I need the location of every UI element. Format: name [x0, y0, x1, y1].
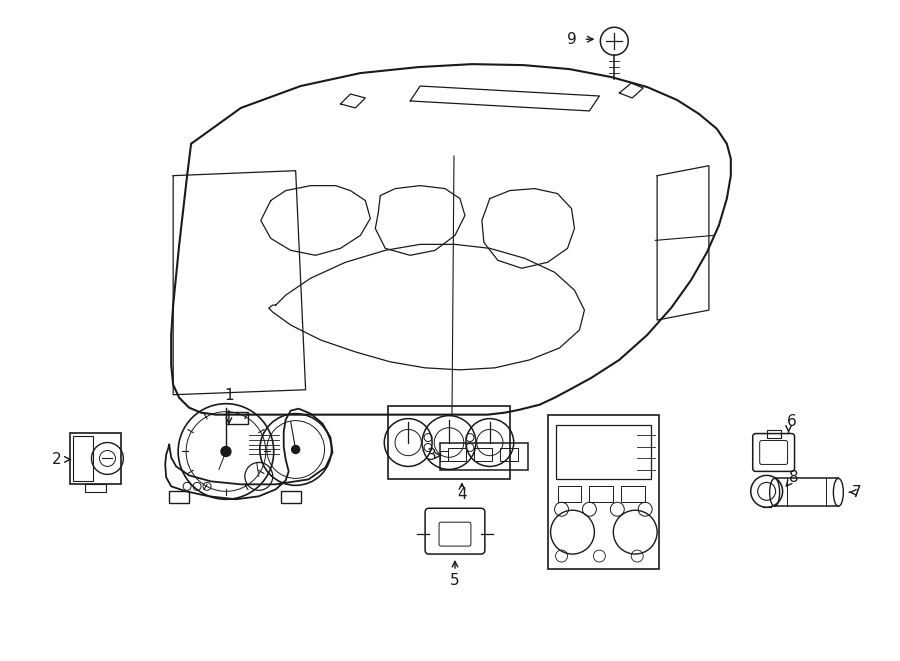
Bar [440, 451, 448, 461]
Text: 3: 3 [428, 448, 437, 463]
Bar [621, 486, 645, 502]
Bar [500, 447, 518, 461]
Text: 4: 4 [457, 486, 467, 502]
Bar [281, 491, 301, 503]
Text: 5: 5 [450, 574, 460, 588]
Circle shape [221, 447, 231, 457]
Bar [226, 412, 248, 424]
Bar [440, 442, 527, 471]
Text: 9: 9 [567, 32, 576, 47]
Text: 2: 2 [52, 452, 61, 467]
Text: 7: 7 [851, 485, 861, 500]
Bar [555, 424, 652, 479]
Bar [73, 436, 93, 481]
Bar [448, 447, 466, 461]
Bar [557, 486, 581, 502]
Bar [388, 406, 509, 479]
Bar [767, 430, 780, 438]
Bar [474, 447, 491, 461]
Bar [547, 414, 659, 569]
Text: 1: 1 [224, 388, 234, 403]
Bar [69, 432, 122, 485]
Bar [590, 486, 613, 502]
Bar [85, 485, 106, 492]
Bar [169, 491, 189, 503]
Text: 6: 6 [787, 414, 796, 429]
Text: 8: 8 [788, 470, 798, 485]
Circle shape [292, 446, 300, 453]
